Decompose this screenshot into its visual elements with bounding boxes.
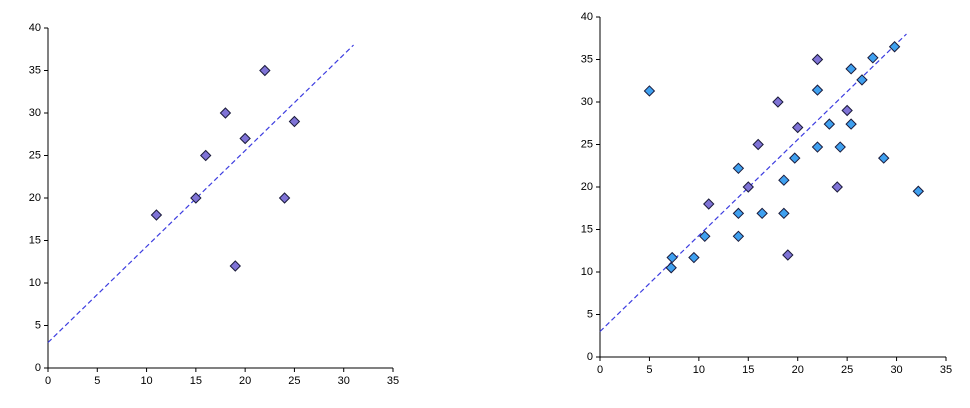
x-tick-label: 10 [140,375,152,387]
point [845,118,857,130]
y-tick-label: 15 [581,223,593,235]
x-tick-label: 10 [693,364,705,376]
point [703,198,715,210]
trend-line [47,44,354,343]
point [834,141,846,153]
point [778,174,790,186]
point [288,115,301,128]
point [811,141,824,153]
y-tick-label: 20 [581,181,593,193]
y-tick-label: 25 [29,149,41,161]
x-tick-label: 15 [742,364,754,376]
y-tick-label: 40 [29,22,41,34]
y-tick-label: 10 [29,277,41,289]
x-tick-label: 0 [45,375,51,387]
point [278,192,291,204]
y-tick-label: 25 [581,138,593,150]
y-tick-label: 10 [581,266,593,278]
y-tick-label: 35 [29,64,41,76]
point [150,209,163,221]
y-tick-label: 30 [581,96,593,108]
x-tick-label: 35 [940,364,952,376]
point [856,74,868,86]
y-tick-label: 40 [581,11,593,23]
point [688,251,700,264]
x-tick-label: 5 [94,375,100,387]
point [239,132,251,145]
point [888,41,901,53]
y-tick-label: 5 [587,308,593,320]
point [200,149,212,162]
x-tick-label: 20 [239,375,251,387]
x-tick-label: 25 [288,375,300,387]
x-tick-label: 5 [646,364,652,376]
point [867,52,879,64]
point [742,181,754,193]
point [831,181,843,193]
point [789,152,801,164]
trend-line [599,33,907,332]
point [811,84,824,96]
y-tick-label: 15 [29,234,41,246]
point [792,121,804,134]
point [732,207,745,220]
y-tick-label: 35 [581,53,593,65]
point [752,138,764,151]
point [219,107,232,119]
y-tick-label: 30 [29,107,41,119]
point [756,207,768,220]
point [845,63,857,75]
point [782,249,794,261]
point [665,262,677,274]
x-tick-label: 20 [792,364,804,376]
x-tick-label: 30 [890,364,902,376]
point [778,207,790,220]
x-tick-label: 0 [597,364,603,376]
point [912,185,925,197]
x-tick-label: 35 [387,375,399,387]
point [732,230,745,243]
y-tick-label: 0 [35,362,41,374]
point [666,251,678,264]
y-tick-label: 0 [587,351,593,363]
y-tick-label: 5 [35,319,41,331]
point [732,162,745,175]
point [229,260,241,272]
point [259,64,271,77]
point [643,85,656,97]
x-tick-label: 30 [338,375,350,387]
x-tick-label: 25 [841,364,853,376]
point [772,96,784,108]
point [823,118,836,130]
point [811,53,824,66]
point [841,104,853,117]
point [699,230,711,243]
point [878,152,890,164]
x-tick-label: 15 [190,375,202,387]
point [190,192,202,204]
y-tick-label: 20 [29,192,41,204]
